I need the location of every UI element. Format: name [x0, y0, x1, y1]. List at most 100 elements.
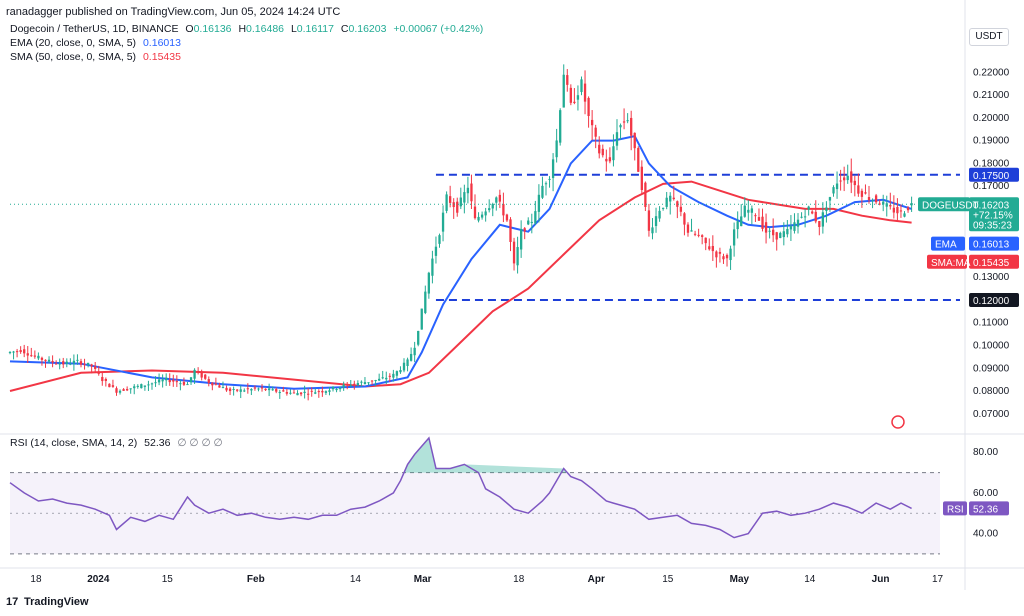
candle-body	[94, 366, 97, 369]
symbol-tag	[918, 197, 970, 212]
current-price-tag-text: +72.15%	[973, 210, 1013, 221]
candle-body	[519, 228, 523, 250]
price-tick-label: 0.19000	[973, 136, 1010, 147]
tradingview-logo[interactable]: 17 TradingView	[6, 596, 89, 608]
candle-body	[157, 379, 161, 383]
rsi-tick-label: 80.00	[973, 447, 998, 458]
publisher-header: ranadagger published on TradingView.com,…	[6, 6, 341, 18]
candle-body	[566, 75, 569, 85]
candle-body	[910, 203, 913, 206]
candle-body	[672, 197, 675, 200]
candle-body	[637, 147, 640, 172]
candle-body	[296, 393, 299, 396]
rsi-tag-text: RSI	[947, 504, 964, 515]
candle-body	[505, 214, 509, 221]
candle-body	[374, 380, 377, 382]
sma-legend-value: 0.15435	[142, 51, 181, 63]
low-label: L	[290, 23, 297, 35]
candle-body	[239, 389, 242, 392]
current-price-tag	[969, 197, 1019, 232]
low-value: 0.16117	[296, 23, 334, 35]
candle-body	[530, 221, 533, 223]
candle-body	[630, 117, 633, 136]
price-tick-label: 0.21000	[973, 90, 1010, 101]
ema-legend[interactable]: EMA (20, close, 0, SMA, 5) 0.16013	[10, 37, 181, 49]
candle-body	[846, 175, 849, 181]
candle-body	[768, 230, 771, 232]
candle-body	[44, 359, 47, 361]
candle-body	[693, 233, 697, 235]
candle-body	[452, 202, 455, 208]
candle-body	[292, 392, 296, 394]
candle-body	[811, 211, 814, 214]
tradingview-logo-text: TradingView	[24, 596, 89, 608]
support-price-tag-text: 0.12000	[973, 296, 1010, 307]
rsi-tick-label: 60.00	[973, 488, 998, 499]
candle-body	[438, 235, 441, 244]
rsi-legend[interactable]: RSI (14, close, SMA, 14, 2) 52.36 ∅ ∅ ∅ …	[10, 437, 223, 449]
sma-price-tag	[969, 254, 1019, 269]
candle-body	[143, 385, 147, 387]
candle-body	[626, 120, 629, 122]
rsi-value-tag-text: 52.36	[973, 504, 998, 515]
candle-body	[896, 207, 899, 214]
candle-body	[214, 383, 218, 385]
time-tick-label: 2024	[87, 574, 110, 585]
candle-body	[409, 353, 413, 361]
candle-body	[757, 217, 761, 221]
candle-body	[37, 355, 40, 359]
time-tick-label: 18	[30, 574, 42, 585]
candle-body	[175, 381, 178, 383]
candle-body	[708, 246, 711, 250]
candle-body	[686, 224, 690, 233]
candle-body	[335, 388, 338, 391]
candle-body	[612, 146, 615, 161]
candle-body	[882, 201, 885, 205]
candle-body	[835, 183, 839, 190]
candle-body	[385, 377, 388, 380]
candle-body	[658, 210, 661, 219]
candle-body	[225, 387, 228, 391]
support-price-tag	[969, 292, 1019, 307]
candle-body	[427, 272, 431, 294]
candle-body	[551, 159, 555, 179]
candle-body	[548, 178, 551, 180]
candle-body	[267, 388, 271, 391]
candle-body	[69, 363, 72, 365]
candle-body	[125, 389, 129, 391]
candle-body	[8, 352, 12, 354]
ema-price-tag-text: 0.16013	[973, 240, 1010, 251]
current-price-tag-text: 0.16203	[973, 200, 1010, 211]
candle-body	[388, 375, 391, 377]
candle-body	[207, 379, 210, 383]
candle-body	[108, 383, 111, 388]
candle-body	[754, 215, 757, 217]
candle-body	[33, 355, 37, 357]
candle-body	[250, 388, 253, 391]
candle-body	[424, 291, 427, 313]
candle-body	[79, 361, 83, 365]
candle-body	[779, 232, 782, 239]
candle-body	[346, 384, 349, 386]
candle-body	[54, 363, 58, 365]
candle-body	[413, 347, 416, 356]
candle-body	[19, 350, 22, 353]
candle-body	[843, 177, 846, 181]
candle-body	[502, 204, 505, 216]
candle-body	[193, 369, 196, 379]
price-tick-label: 0.07000	[973, 409, 1010, 420]
candle-body	[573, 101, 576, 104]
candle-body	[495, 197, 498, 203]
candle-body	[885, 203, 888, 207]
ema-legend-label: EMA (20, close, 0, SMA, 5)	[10, 37, 137, 49]
candle-body	[12, 351, 15, 353]
candle-body	[874, 195, 878, 203]
candle-body	[736, 221, 739, 230]
candle-body	[750, 208, 754, 213]
quote-currency-button[interactable]: USDT	[969, 28, 1009, 46]
candle-body	[622, 121, 626, 123]
candle-body	[775, 232, 778, 240]
sma-legend[interactable]: SMA (50, close, 0, SMA, 5) 0.15435	[10, 51, 181, 63]
candle-body	[889, 205, 892, 207]
